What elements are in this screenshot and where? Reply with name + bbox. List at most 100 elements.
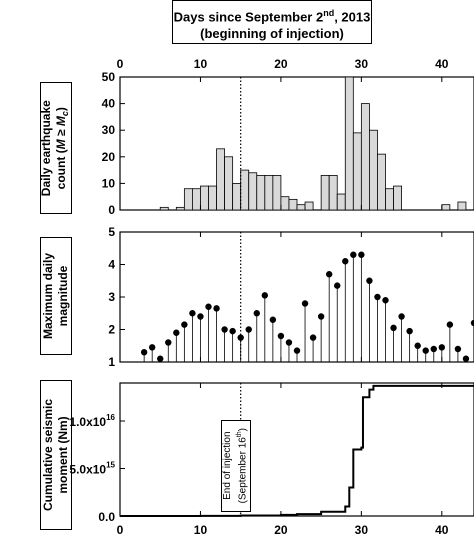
magnitude-point-day-4 — [148, 344, 156, 351]
panel3-ylabel: Cumulative seismic moment (Nm) — [40, 380, 72, 530]
magnitude-point-day-11 — [205, 303, 212, 310]
magnitude-point-day-22 — [293, 347, 301, 354]
magnitude-point-day-41 — [446, 321, 454, 328]
magnitude-point-day-25 — [317, 313, 325, 320]
magnitude-point-day-29 — [350, 251, 357, 258]
cumulative-moment-line — [120, 384, 474, 517]
top-axis-title-line1: Days since September 2nd, 2013 — [173, 8, 371, 25]
magnitude-point-day-21 — [285, 339, 293, 346]
count-bar-day-40 — [441, 204, 451, 211]
count-bar-day-11 — [208, 185, 217, 211]
magnitude-point-day-5 — [157, 355, 164, 362]
top-x-tick-label-20: 20 — [274, 57, 288, 71]
magnitude-point-day-36 — [406, 327, 413, 335]
magnitude-point-day-34 — [390, 324, 397, 332]
panel1-y-tick-label-30: 30 — [102, 123, 116, 137]
count-bar-day-13 — [224, 156, 234, 211]
count-bar-day-27 — [336, 193, 346, 211]
panel2-y-tick-label-4: 4 — [108, 258, 115, 272]
count-bar-day-33 — [385, 188, 394, 211]
magnitude-point-day-31 — [366, 277, 373, 284]
panel3-y-tick-label-0: 0.0 — [98, 510, 115, 524]
panel1-y-tick-label-10: 10 — [102, 176, 116, 190]
count-bar-day-8 — [183, 188, 193, 211]
magnitude-point-day-35 — [398, 313, 405, 320]
count-bar-day-9 — [192, 188, 201, 211]
magnitude-point-day-23 — [301, 300, 309, 307]
bottom-x-tick-label-20: 20 — [274, 523, 288, 535]
bottom-x-tick-label-10: 10 — [194, 523, 208, 535]
magnitude-point-day-8 — [181, 321, 188, 328]
count-bar-day-5 — [159, 206, 169, 211]
panel3-y-tick-label-2: 1.0x1016 — [69, 413, 115, 429]
magnitude-point-day-7 — [173, 329, 180, 336]
panel2-frame — [119, 231, 474, 363]
count-bar-day-25 — [320, 175, 330, 211]
count-bar-day-42 — [457, 201, 467, 211]
count-bar-day-34 — [393, 185, 402, 211]
panel2-y-tick-label-5: 5 — [108, 225, 115, 239]
magnitude-point-day-20 — [277, 332, 285, 340]
count-bar-day-23 — [304, 201, 314, 211]
panel3-y-tick-label-1: 5.0x1015 — [69, 461, 115, 477]
count-bar-day-26 — [328, 175, 338, 211]
count-bar-day-21 — [288, 198, 298, 211]
count-bar-day-28 — [344, 76, 354, 211]
panel2-y-tick-label-3: 3 — [108, 290, 115, 304]
top-x-tick-label-10: 10 — [194, 57, 208, 71]
top-axis-title: Days since September 2nd, 2013 (beginnin… — [172, 0, 372, 44]
magnitude-point-day-9 — [189, 310, 196, 317]
panel2-ylabel: Maximum daily magnitude — [40, 237, 72, 355]
magnitude-point-day-6 — [165, 339, 172, 346]
magnitude-point-day-28 — [342, 258, 349, 265]
magnitude-point-day-42 — [454, 345, 462, 353]
magnitude-point-day-17 — [253, 310, 260, 317]
top-x-tick-label-40: 40 — [435, 57, 449, 71]
panel1-y-tick-label-50: 50 — [102, 70, 116, 84]
count-bar-day-18 — [264, 175, 274, 211]
panel3-frame — [119, 382, 474, 517]
magnitude-point-day-39 — [430, 345, 437, 353]
count-bar-day-14 — [232, 182, 242, 211]
magnitude-point-day-18 — [261, 292, 269, 299]
top-x-tick-label-30: 30 — [355, 57, 369, 71]
panel1-frame — [119, 76, 474, 211]
magnitude-point-day-14 — [229, 327, 236, 335]
magnitude-point-day-10 — [197, 313, 204, 320]
count-bar-day-30 — [360, 103, 370, 211]
count-bar-day-31 — [369, 129, 378, 211]
magnitude-point-day-43 — [462, 355, 470, 362]
count-bar-day-19 — [272, 175, 282, 211]
top-axis-title-line2: (beginning of injection) — [200, 26, 344, 42]
magnitude-point-day-27 — [334, 282, 341, 289]
magnitude-point-day-40 — [438, 344, 446, 351]
bottom-x-tick-label-0: 0 — [117, 523, 124, 535]
magnitude-point-day-44 — [470, 319, 474, 327]
count-bar-day-22 — [296, 204, 306, 211]
magnitude-point-day-26 — [325, 271, 333, 278]
magnitude-point-day-12 — [213, 305, 220, 312]
count-bar-day-32 — [377, 153, 386, 211]
panel2-y-tick-label-2: 2 — [108, 323, 115, 337]
count-bar-day-16 — [248, 172, 258, 211]
magnitude-point-day-38 — [422, 347, 429, 354]
count-bar-day-10 — [200, 185, 209, 211]
bottom-x-tick-label-40: 40 — [435, 523, 449, 535]
magnitude-point-day-19 — [269, 316, 277, 323]
count-bar-day-12 — [216, 148, 225, 211]
panel1-y-tick-label-0: 0 — [108, 203, 115, 217]
count-bar-day-29 — [352, 132, 362, 211]
count-bar-day-20 — [280, 196, 290, 211]
top-x-tick-label-0: 0 — [117, 57, 124, 71]
magnitude-point-day-30 — [358, 251, 365, 258]
count-bar-day-17 — [256, 175, 266, 211]
magnitude-point-day-32 — [374, 293, 381, 301]
panel1-y-tick-label-20: 20 — [102, 150, 116, 164]
magnitude-point-day-3 — [140, 349, 148, 356]
magnitude-point-day-13 — [221, 326, 228, 333]
magnitude-point-day-37 — [414, 342, 421, 349]
magnitude-point-day-24 — [309, 334, 317, 341]
panel1-ylabel: Daily earthquake count (M ≥ Mc) — [39, 82, 72, 214]
bottom-x-tick-label-30: 30 — [355, 523, 369, 535]
